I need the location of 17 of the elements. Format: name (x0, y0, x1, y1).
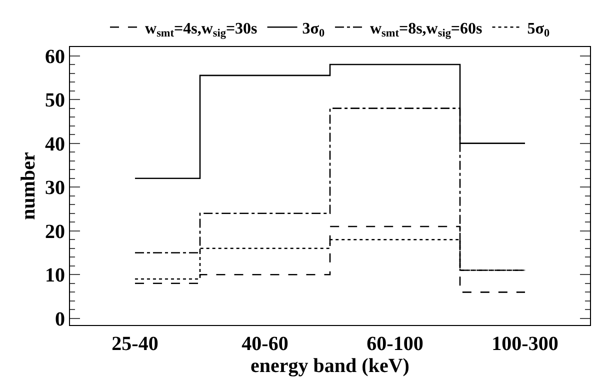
y-tick-label: 20 (45, 220, 65, 243)
x-tick-label: 25-40 (112, 333, 158, 355)
y-tick-label: 60 (45, 46, 65, 68)
legend-label: 3σ$_{0}$ (302, 20, 325, 40)
x-tick-label: 100-300 (492, 333, 558, 355)
y-tick-label: 0 (55, 308, 65, 330)
y-axis-title: number (18, 152, 40, 220)
y-tick-label: 10 (45, 264, 65, 287)
legend-label: w$_{smt}$=4s,w$_{sig}$=30s (145, 20, 258, 40)
y-tick-label: 50 (45, 90, 65, 112)
x-tick-label: 40-60 (242, 333, 288, 355)
x-axis-title: energy band (keV) (250, 355, 410, 377)
x-tick-label: 60-100 (366, 333, 424, 355)
y-tick-label: 30 (45, 177, 65, 200)
y-tick-label: 40 (45, 133, 65, 156)
legend-label: 5σ$_{0}$ (527, 20, 550, 40)
legend-label: w$_{smt}$=8s,w$_{sig}$=60s (370, 20, 482, 40)
